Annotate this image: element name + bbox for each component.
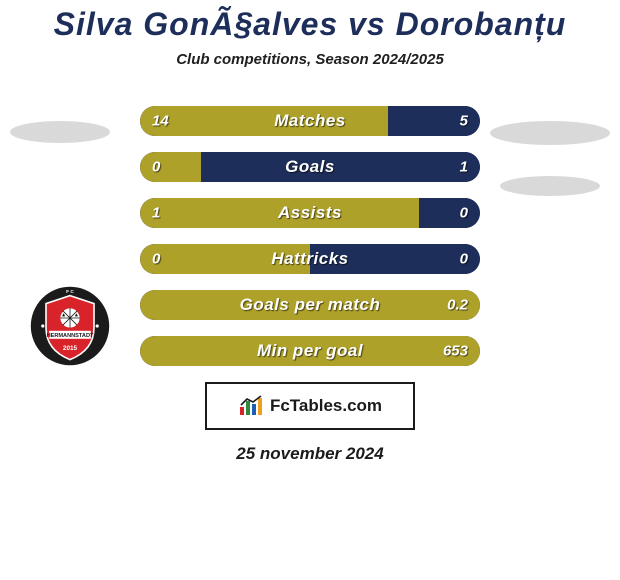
stat-row: Goals per match0.2: [140, 290, 480, 320]
stat-value-left: 0: [152, 251, 160, 268]
brand-box: FcTables.com: [205, 382, 415, 430]
stat-label: Hattricks: [140, 249, 480, 269]
stat-value-right: 0.2: [447, 297, 468, 314]
stat-value-left: 14: [152, 113, 169, 130]
stat-row: Min per goal653: [140, 336, 480, 366]
image-placeholder: [500, 176, 600, 196]
stat-value-right: 0: [460, 205, 468, 222]
svg-text:F C: F C: [66, 289, 74, 295]
stat-value-left: 0: [152, 159, 160, 176]
brand-logo-icon: [238, 395, 266, 417]
stat-label: Matches: [140, 111, 480, 131]
stat-value-right: 5: [460, 113, 468, 130]
image-placeholder: [490, 121, 610, 145]
date: 25 november 2024: [0, 444, 620, 464]
crest-text: HERMANNSTADT: [47, 333, 94, 339]
brand-text: FcTables.com: [270, 396, 382, 416]
subtitle: Club competitions, Season 2024/2025: [0, 51, 620, 68]
stat-label: Assists: [140, 203, 480, 223]
stat-row: Matches14 5: [140, 106, 480, 136]
stat-value-right: 0: [460, 251, 468, 268]
stat-row: Assists1 0: [140, 198, 480, 228]
stat-bars: Matches145Goals01Assists10Hattricks00Goa…: [140, 106, 480, 366]
stat-value-right: 1: [460, 159, 468, 176]
stat-label: Goals per match: [140, 295, 480, 315]
content: HERMANNSTADT 2015 F C Matches145Goals01A…: [0, 106, 620, 464]
stat-label: Min per goal: [140, 341, 480, 361]
stat-label: Goals: [140, 157, 480, 177]
stat-value-right: 653: [443, 343, 468, 360]
image-placeholder: [10, 121, 110, 143]
stat-row: Hattricks0 0: [140, 244, 480, 274]
stat-value-left: 1: [152, 205, 160, 222]
stat-row: Goals0 1: [140, 152, 480, 182]
page-title: Silva GonÃ§alves vs Dorobanțu: [0, 0, 620, 43]
crest-year: 2015: [63, 345, 78, 352]
comparison-card: Silva GonÃ§alves vs Dorobanțu Club compe…: [0, 0, 620, 580]
club-crest: HERMANNSTADT 2015 F C: [30, 286, 110, 366]
